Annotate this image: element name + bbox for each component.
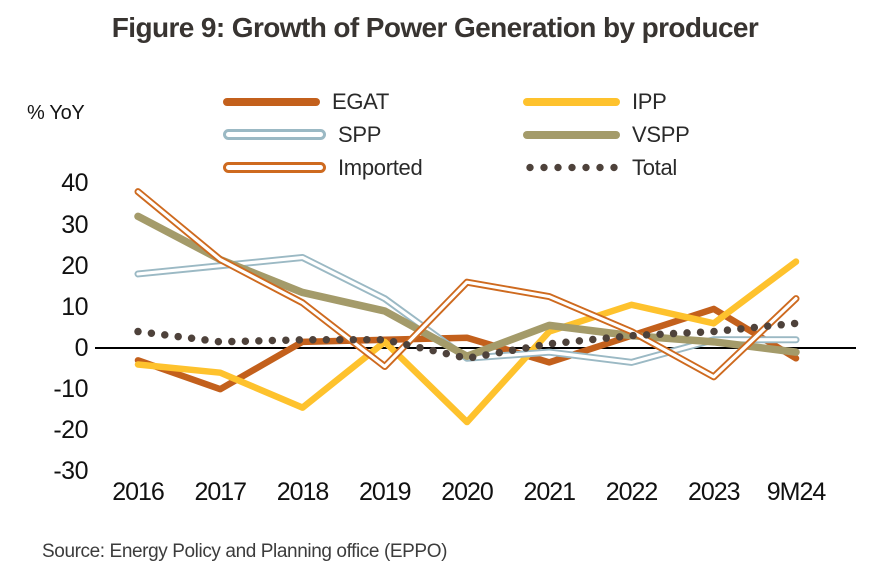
x-axis-label: 2020 bbox=[441, 478, 494, 506]
x-axis-label: 2017 bbox=[194, 478, 247, 506]
legend-label: Total bbox=[632, 154, 677, 180]
legend-label: VSPP bbox=[632, 121, 690, 147]
legend-label: EGAT bbox=[332, 88, 390, 114]
x-axis-label: 2016 bbox=[112, 478, 165, 506]
legend-item-total: Total bbox=[523, 155, 843, 181]
ipp-line-swatch-icon bbox=[523, 97, 620, 106]
y-tick-label: 0 bbox=[74, 334, 89, 362]
chart-legend: EGAT IPP SPP VSPP Imported Total bbox=[223, 85, 843, 184]
legend-item-spp: SPP bbox=[223, 122, 523, 148]
x-axis-label: 2019 bbox=[358, 478, 412, 506]
source-note: Source: Energy Policy and Planning offic… bbox=[42, 541, 448, 562]
egat-line-swatch-icon bbox=[223, 97, 320, 106]
y-tick-label: 30 bbox=[61, 210, 88, 239]
y-tick-label: -10 bbox=[53, 375, 88, 404]
legend-label: SPP bbox=[338, 121, 382, 147]
legend-label: IPP bbox=[632, 88, 667, 114]
imported-line-swatch-icon bbox=[223, 162, 326, 173]
total-dots-swatch-icon bbox=[523, 163, 620, 172]
legend-item-imported: Imported bbox=[223, 155, 523, 181]
x-axis-label: 2022 bbox=[605, 478, 659, 506]
series-line-spp bbox=[134, 253, 800, 366]
spp-line-swatch-icon bbox=[223, 129, 326, 140]
y-tick-label: -20 bbox=[53, 416, 88, 445]
y-tick-label: -30 bbox=[53, 457, 88, 486]
x-axis-label: 9M24 bbox=[766, 478, 827, 506]
legend-label: Imported bbox=[338, 154, 423, 180]
legend-item-vspp: VSPP bbox=[523, 122, 843, 148]
legend-item-ipp: IPP bbox=[523, 89, 843, 115]
y-tick-label: 20 bbox=[61, 251, 88, 280]
x-axis-label: 2018 bbox=[276, 478, 330, 506]
series-line-imported-core bbox=[136, 190, 798, 379]
vspp-line-swatch-icon bbox=[523, 130, 620, 139]
legend-item-egat: EGAT bbox=[223, 89, 523, 115]
y-axis-unit-label: % YoY bbox=[27, 102, 85, 124]
x-axis-label: 2021 bbox=[523, 478, 576, 506]
x-axis-label: 2023 bbox=[687, 478, 741, 506]
chart-title: Figure 9: Growth of Power Generation by … bbox=[111, 12, 759, 43]
y-tick-label: 10 bbox=[61, 292, 88, 321]
series-line-total bbox=[134, 319, 800, 363]
y-tick-label: 40 bbox=[61, 169, 88, 198]
series-line-ipp bbox=[134, 258, 800, 426]
